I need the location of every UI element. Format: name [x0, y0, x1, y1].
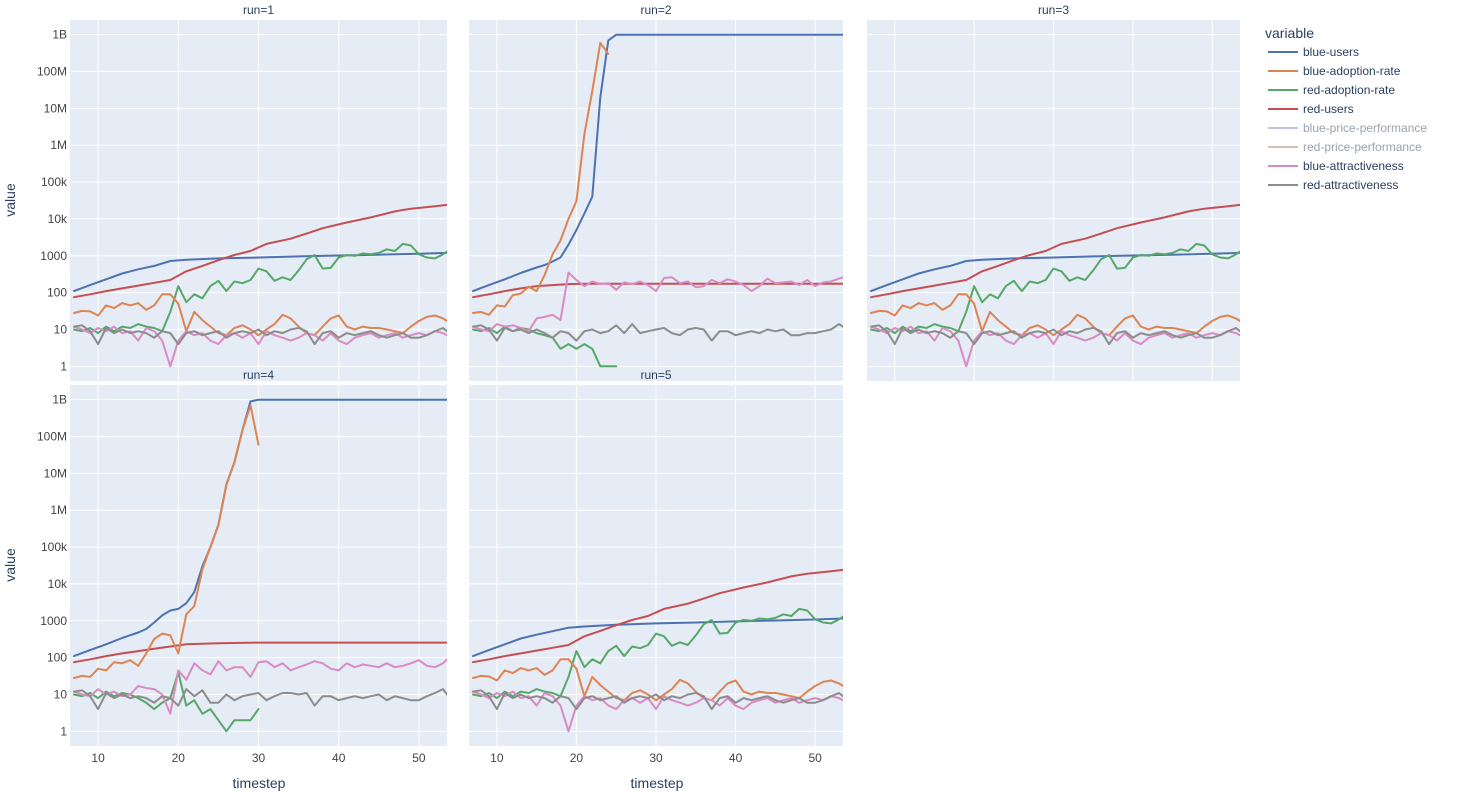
- series-group: [73, 203, 447, 368]
- series-line-red-attractiveness: [472, 689, 843, 711]
- y-tick-label: 100k: [41, 175, 68, 189]
- x-tick-label: 20: [570, 751, 584, 765]
- x-tick-label: 40: [332, 751, 346, 765]
- legend-title: variable: [1265, 25, 1314, 41]
- legend-item-blue-adoption-rate[interactable]: blue-adoption-rate: [1268, 64, 1401, 78]
- series-group: [73, 398, 447, 733]
- legend-label: blue-attractiveness: [1303, 159, 1404, 173]
- series-line-red-users: [870, 203, 1240, 299]
- x-tick-label: 50: [808, 751, 822, 765]
- legend-item-red-attractiveness[interactable]: red-attractiveness: [1268, 178, 1398, 192]
- x-tick-label: 10: [91, 751, 105, 765]
- facet-label: run=1: [243, 3, 274, 17]
- y-tick-label: 1000: [40, 614, 67, 628]
- series-group: [472, 33, 843, 368]
- x-tick-label: 30: [252, 751, 266, 765]
- series-line-blue-attractiveness: [73, 325, 447, 368]
- series-line-blue-adoption-rate: [73, 404, 260, 679]
- facet-label: run=5: [640, 368, 671, 382]
- facet-label: run=2: [640, 3, 671, 17]
- series-line-blue-adoption-rate: [472, 41, 610, 316]
- facet-run-1: run=1 1 10 100 1000 10k 100k 1M 10M 100M 1B: [37, 3, 447, 381]
- legend-label: red-users: [1303, 102, 1354, 116]
- y-axis-title-bottom: value: [2, 548, 18, 582]
- legend-label: blue-users: [1303, 45, 1359, 59]
- series-line-blue-users: [73, 251, 447, 293]
- facet-run-5: run=5 10 20 30 40 50: [469, 368, 843, 765]
- series-line-blue-attractiveness: [472, 690, 843, 733]
- x-tick-label: 40: [729, 751, 743, 765]
- x-axis-title-left: timestep: [233, 775, 286, 791]
- y-tick-label: 1000: [40, 249, 67, 263]
- x-tick-label: 30: [649, 751, 663, 765]
- legend-item-blue-attractiveness[interactable]: blue-attractiveness: [1268, 159, 1404, 173]
- facet-label: run=4: [243, 368, 274, 382]
- y-tick-label: 1: [60, 359, 67, 373]
- series-group: [870, 203, 1240, 368]
- legend-label: blue-price-performance: [1303, 121, 1427, 135]
- series-group: [472, 568, 843, 733]
- series-line-red-users: [472, 568, 843, 664]
- series-line-red-attractiveness: [73, 688, 447, 711]
- y-axis-title-top: value: [2, 183, 18, 217]
- x-axis-title-middle: timestep: [631, 775, 684, 791]
- legend-item-blue-price-performance[interactable]: blue-price-performance: [1268, 121, 1427, 135]
- y-tick-label: 100: [47, 286, 67, 300]
- legend-label: red-price-performance: [1303, 140, 1422, 154]
- y-tick-label: 1B: [52, 393, 67, 407]
- legend-item-red-price-performance[interactable]: red-price-performance: [1268, 140, 1422, 154]
- facet-run-3: run=3: [867, 3, 1240, 381]
- legend-item-red-adoption-rate[interactable]: red-adoption-rate: [1268, 83, 1395, 97]
- series-line-blue-attractiveness: [870, 325, 1240, 368]
- y-tick-label: 10: [54, 322, 68, 336]
- y-tick-label: 1M: [50, 503, 67, 517]
- legend-label: blue-adoption-rate: [1303, 64, 1401, 78]
- series-line-red-users: [73, 641, 447, 664]
- facet-run-4: run=4 1 10 100 1000 10k 100k 1M 10M 100M 1B 10 20 30 4…: [37, 368, 447, 765]
- series-line-red-adoption-rate: [870, 242, 1240, 335]
- x-tick-label: 10: [490, 751, 504, 765]
- y-tick-label: 100M: [37, 430, 67, 444]
- series-line-red-attractiveness: [870, 324, 1240, 346]
- y-tick-label: 1B: [52, 28, 67, 42]
- y-tick-label: 100M: [37, 65, 67, 79]
- y-tick-label: 10M: [44, 101, 67, 115]
- x-tick-label: 20: [172, 751, 186, 765]
- y-tick-label: 10: [54, 687, 68, 701]
- y-tick-label: 1M: [50, 138, 67, 152]
- legend-label: red-adoption-rate: [1303, 83, 1395, 97]
- facet-label: run=3: [1038, 3, 1069, 17]
- legend-item-blue-users[interactable]: blue-users: [1268, 45, 1359, 59]
- series-line-blue-users: [472, 617, 843, 658]
- legend-label: red-attractiveness: [1303, 178, 1398, 192]
- facet-run-2: run=2: [469, 3, 843, 381]
- series-line-red-adoption-rate: [472, 325, 618, 368]
- series-line-red-attractiveness: [472, 323, 843, 342]
- y-tick-label: 10k: [48, 212, 68, 226]
- legend-item-red-users[interactable]: red-users: [1268, 102, 1354, 116]
- legend: variable blue-users blue-adoption-rate red…: [1265, 25, 1427, 192]
- series-line-red-attractiveness: [73, 324, 447, 346]
- series-line-blue-attractiveness: [73, 658, 447, 715]
- series-line-blue-users: [472, 33, 843, 293]
- series-line-red-adoption-rate: [73, 242, 447, 335]
- series-line-red-adoption-rate: [472, 607, 843, 700]
- y-tick-label: 10k: [48, 577, 68, 591]
- facet-panels: run=1 1 10 100 1000 10k 100k 1M 10M 100M 1B run=2 ru…: [37, 3, 1240, 765]
- y-tick-label: 100: [47, 651, 67, 665]
- series-line-blue-attractiveness: [472, 271, 843, 333]
- y-tick-label: 1: [60, 724, 67, 738]
- series-line-blue-users: [870, 251, 1240, 293]
- y-tick-label: 10M: [44, 466, 67, 480]
- y-tick-label: 100k: [41, 540, 68, 554]
- x-tick-label: 50: [412, 751, 426, 765]
- series-line-red-users: [73, 203, 447, 299]
